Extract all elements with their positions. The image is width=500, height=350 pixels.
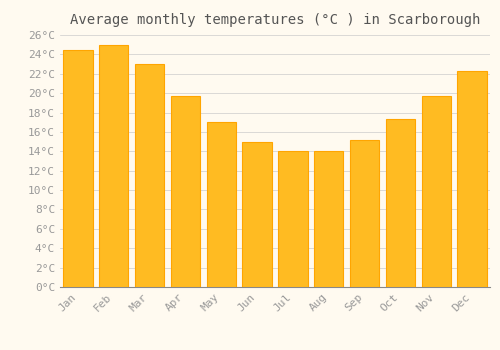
Bar xyxy=(386,119,415,287)
Bar xyxy=(314,151,344,287)
Bar xyxy=(278,151,308,287)
Bar xyxy=(99,45,128,287)
Bar xyxy=(170,96,200,287)
Bar xyxy=(242,142,272,287)
Bar xyxy=(350,140,380,287)
Bar xyxy=(63,50,92,287)
Bar xyxy=(422,96,451,287)
Bar xyxy=(135,64,164,287)
Bar xyxy=(458,71,487,287)
Bar xyxy=(206,122,236,287)
Title: Average monthly temperatures (°C ) in Scarborough: Average monthly temperatures (°C ) in Sc… xyxy=(70,13,480,27)
